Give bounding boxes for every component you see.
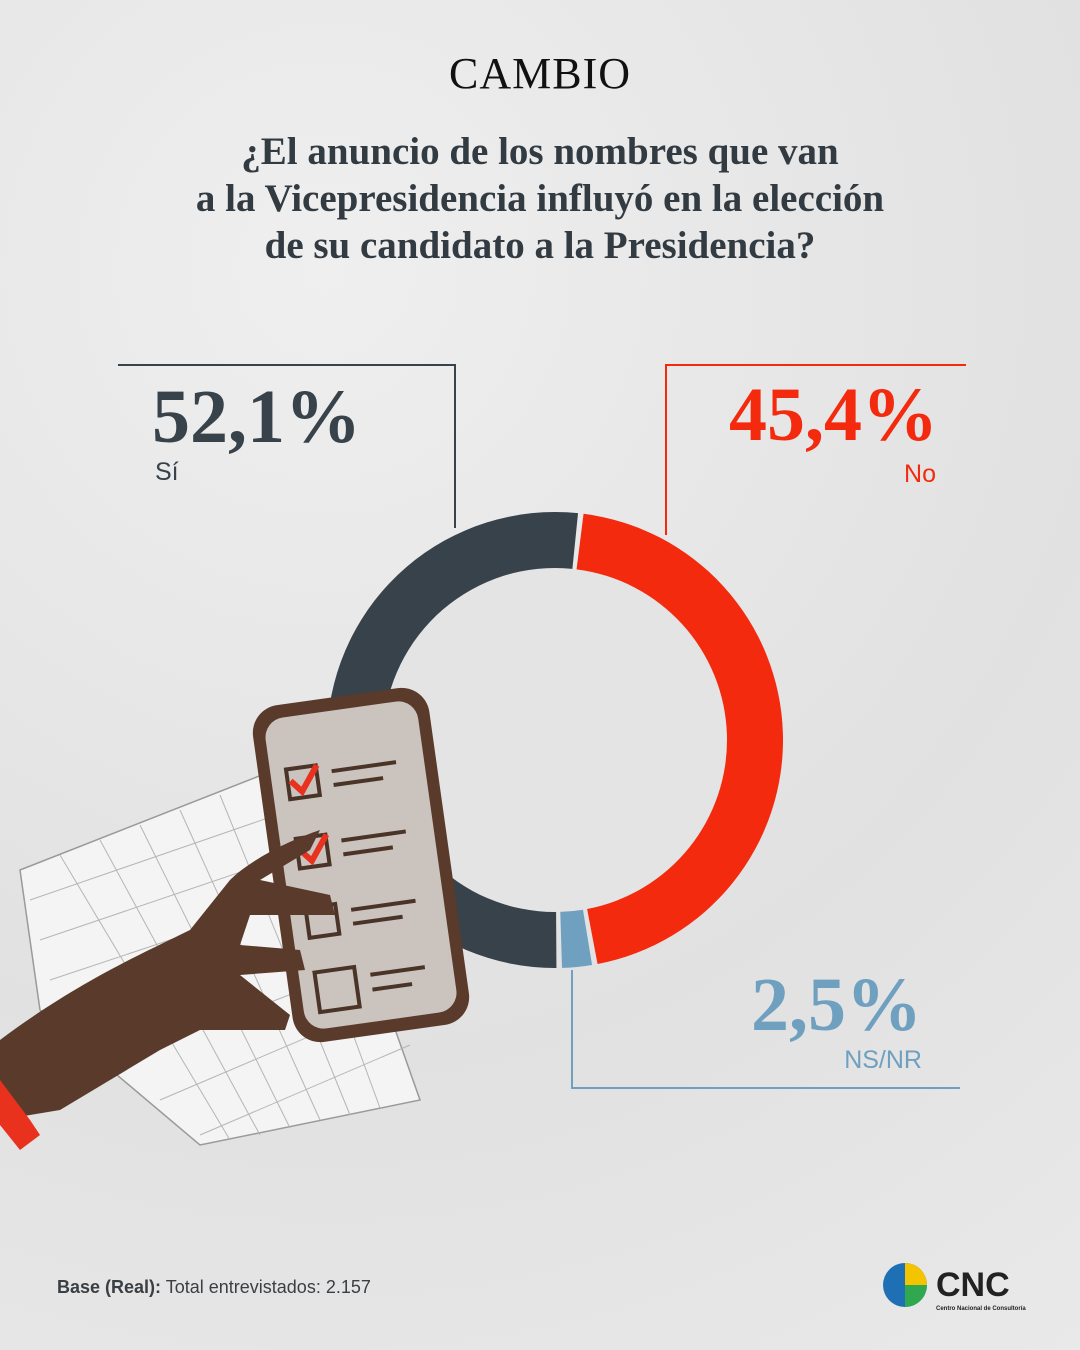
donut-segment [560, 909, 593, 968]
brand: CAMBIO [448, 49, 632, 98]
value-label: 52,1% [152, 375, 361, 459]
value-label: 45,4% [729, 373, 938, 457]
category-label: No [904, 460, 936, 488]
callouts [118, 364, 966, 1089]
illustration [0, 687, 470, 1150]
footer: Base (Real): Total entrevistados: 2.157 [57, 1277, 371, 1298]
donut-segment [576, 513, 784, 964]
value-label: 2,5% [751, 963, 922, 1047]
footer-label: Base (Real): [57, 1277, 162, 1297]
chart-title: ¿El anuncio de los nombres que van a la … [195, 130, 885, 267]
category-label: NS/NR [844, 1046, 922, 1074]
category-label: Sí [155, 458, 179, 486]
donut-hole [383, 568, 727, 912]
footer-text: Total entrevistados: 2.157 [165, 1277, 371, 1297]
